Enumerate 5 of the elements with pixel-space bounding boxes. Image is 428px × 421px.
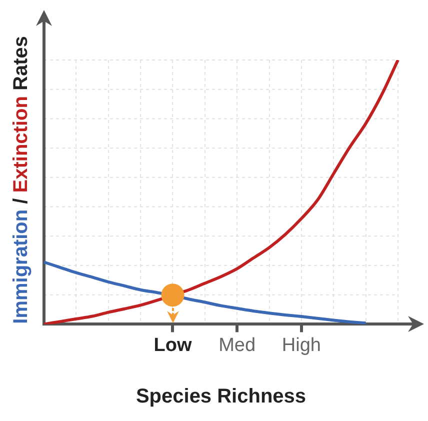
x-tick-label: Low: [154, 334, 192, 356]
x-tick-label: High: [282, 334, 321, 356]
x-axis-title: Species Richness: [136, 386, 306, 408]
y-axis-title: Immigration / Extinction Rates: [10, 36, 32, 324]
x-tick-label: Med: [218, 334, 256, 356]
